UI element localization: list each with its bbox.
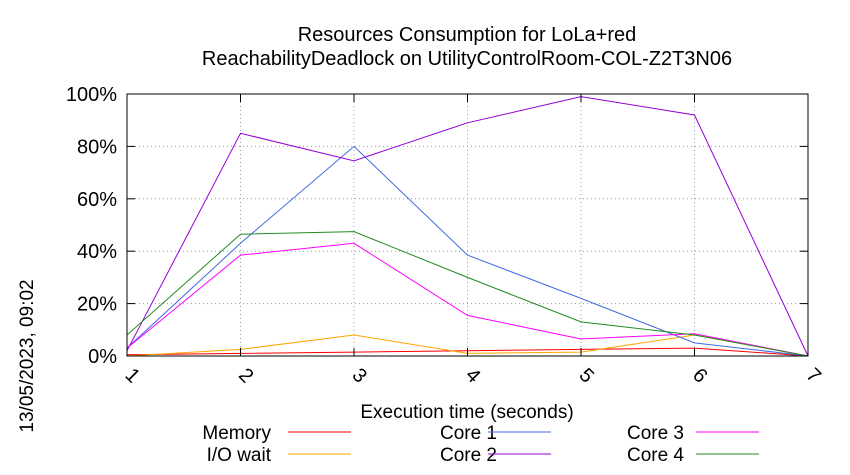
legend-label: Core 2 — [440, 445, 497, 466]
plot-frame — [126, 93, 809, 357]
y-axis: 0% 20% 40% 60% 80% 100% — [66, 84, 808, 368]
chart-title: Resources Consumption for LoLa+red — [298, 24, 637, 46]
x-axis-label: Execution time (seconds) — [360, 402, 573, 423]
chart-subtitle: ReachabilityDeadlock on UtilityControlRo… — [202, 48, 732, 70]
series-line-core-1 — [126, 145, 809, 357]
series-line-core-4 — [126, 231, 809, 357]
legend-item: Memory — [202, 423, 351, 444]
y-tick-label: 80% — [77, 136, 117, 158]
timestamp-label: 13/05/2023, 09:02 — [17, 279, 38, 432]
x-tick-label: 7 — [802, 364, 825, 387]
x-tick-label: 5 — [575, 364, 598, 387]
legend-item: Core 4 — [627, 445, 759, 466]
x-axis: 1 2 3 4 5 6 7 — [121, 94, 825, 387]
x-tick-label: 2 — [234, 364, 257, 387]
y-tick-label: 20% — [77, 294, 117, 316]
legend-label: Core 3 — [627, 423, 684, 444]
legend-item: Core 2 — [440, 445, 551, 466]
legend-label: Core 4 — [627, 445, 684, 466]
x-tick-label: 1 — [121, 364, 144, 387]
legend-item: Core 3 — [627, 423, 759, 444]
x-tick-label: 6 — [688, 364, 711, 387]
legend-label: I/O wait — [207, 445, 272, 466]
y-tick-label: 40% — [77, 241, 117, 263]
x-tick-label: 4 — [461, 364, 484, 387]
legend-label: Memory — [202, 423, 271, 444]
series-line-core-2 — [126, 96, 809, 357]
y-tick-label: 60% — [77, 189, 117, 211]
x-tick-label: 3 — [348, 364, 371, 387]
legend-label: Core 1 — [440, 423, 497, 444]
legend-item: I/O wait — [207, 445, 351, 466]
legend-item: Core 1 — [440, 423, 551, 444]
grid-lines — [127, 94, 808, 356]
y-tick-label: 100% — [66, 84, 117, 106]
y-tick-label: 0% — [88, 346, 117, 368]
series-line-core-3 — [126, 242, 809, 357]
